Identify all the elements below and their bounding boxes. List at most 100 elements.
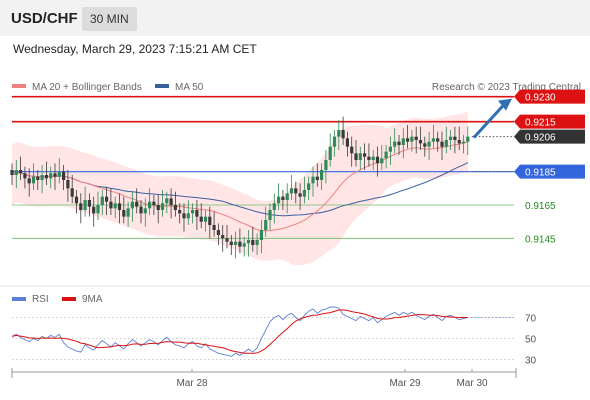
candle-body (234, 241, 238, 245)
candle-body (216, 230, 220, 235)
candle-body (414, 136, 418, 140)
candle-body (66, 180, 70, 189)
candle-body (139, 206, 143, 214)
level-label: 0.9230 (525, 93, 556, 104)
candle-body (332, 136, 337, 147)
candle-body (40, 175, 44, 180)
candle-body (384, 151, 388, 159)
candle-body (289, 188, 294, 194)
candle-body (375, 156, 380, 164)
level-tag (514, 89, 585, 104)
candle-body (440, 141, 444, 147)
candle-body (315, 176, 319, 180)
candle-body (371, 156, 375, 160)
level-label: 0.9145 (525, 234, 556, 245)
candle-body (251, 240, 255, 245)
candle-body (229, 241, 233, 245)
candle-body (117, 203, 122, 210)
candle-body (255, 240, 259, 245)
candle-body (350, 146, 354, 154)
candle-body (242, 243, 246, 247)
candle-body (397, 141, 401, 145)
candle-body (160, 203, 165, 210)
candle-body (79, 203, 83, 210)
candle-body (100, 196, 104, 205)
candle-body (152, 201, 156, 205)
rsi-ma-line (11, 309, 468, 354)
candle-body (401, 138, 405, 145)
candle-body (19, 170, 23, 174)
candle-body (311, 176, 315, 184)
candle-body (302, 190, 306, 197)
candle-body (23, 173, 27, 179)
candle-body (44, 175, 48, 179)
candle-body (36, 176, 40, 180)
forecast-arrow-head (498, 98, 512, 111)
legend-label: MA 50 (175, 82, 204, 93)
candle-body (203, 216, 208, 222)
candle-body (126, 208, 130, 217)
candle-body (130, 201, 134, 209)
candle-body (358, 153, 362, 160)
ma20-line (11, 141, 468, 232)
candle-body (31, 176, 36, 184)
candle-body (156, 205, 160, 210)
candle-body (410, 136, 414, 142)
legend-swatch (12, 84, 26, 88)
rsi-tick-label: 30 (525, 356, 537, 367)
candle-body (169, 198, 173, 205)
candle-body (466, 136, 470, 142)
candle-body (423, 143, 427, 147)
candle-body (57, 171, 61, 177)
candle-body (135, 201, 139, 207)
candle-body (74, 196, 79, 204)
candle-body (461, 141, 466, 144)
candle-body (393, 141, 397, 147)
candle-body (449, 136, 453, 140)
candle-body (208, 216, 212, 225)
candle-body (246, 240, 251, 244)
candle-body (122, 210, 126, 217)
candle-body (431, 138, 435, 142)
candle-body (354, 153, 358, 160)
legend-swatch (62, 297, 76, 301)
timeframe-button[interactable]: 30 MIN (82, 7, 137, 31)
candles (10, 116, 470, 259)
candle-body (367, 156, 371, 160)
candle-body (418, 140, 423, 144)
chart-datetime: Wednesday, March 29, 2023 7:15:21 AM CET (13, 42, 257, 56)
level-tag (514, 114, 585, 129)
candle-body (221, 235, 225, 239)
candle-body (298, 193, 302, 197)
candle-body (27, 178, 31, 184)
watermark: Research © 2023 Trading Central (432, 82, 581, 93)
rsi-tick-label: 50 (525, 335, 537, 346)
candle-body (195, 210, 199, 217)
candle-body (113, 203, 117, 209)
candle-body (148, 201, 152, 209)
candle-body (264, 220, 268, 230)
candle-body (337, 130, 341, 137)
candle-body (10, 170, 14, 175)
bollinger-band (12, 111, 468, 266)
candle-body (259, 230, 263, 240)
candle-body (96, 205, 100, 214)
candle-body (165, 198, 169, 204)
candle-body (199, 216, 203, 222)
candle-body (444, 140, 448, 147)
candle-body (436, 138, 440, 142)
candle-body (87, 200, 91, 207)
level-tag (514, 164, 585, 179)
candle-body (49, 173, 53, 179)
candle-body (388, 146, 392, 152)
level-label: 0.9165 (525, 201, 556, 212)
candle-body (92, 206, 96, 214)
candle-body (285, 193, 289, 200)
candle-body (109, 201, 113, 209)
candle-body (62, 171, 66, 180)
candle-body (143, 208, 147, 214)
candle-body (457, 140, 461, 144)
candle-body (238, 241, 242, 247)
